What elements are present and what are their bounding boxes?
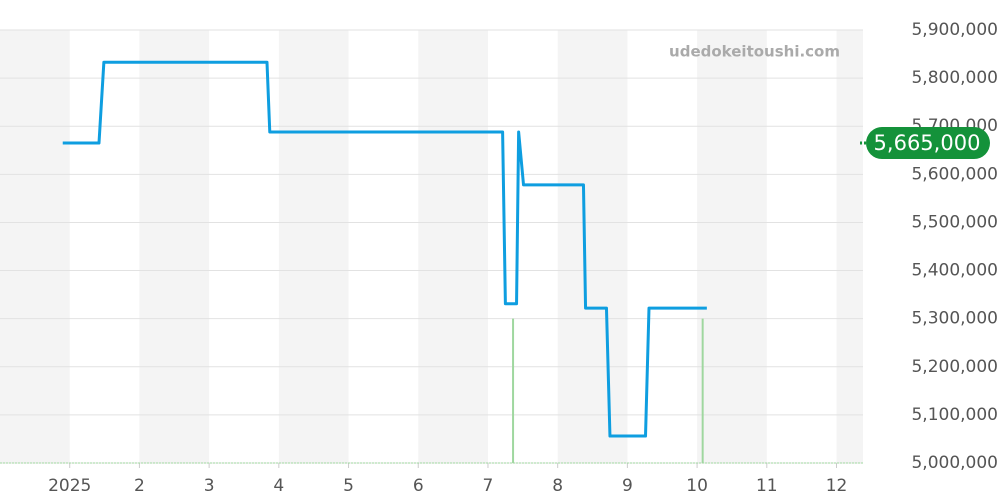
column-shade xyxy=(557,30,628,463)
y-tick-label: 5,400,000 xyxy=(911,261,998,281)
x-tick-label: 5 xyxy=(343,476,354,496)
x-tick-label: 7 xyxy=(483,476,494,496)
y-tick-label: 5,800,000 xyxy=(911,68,998,88)
x-tick-label: 10 xyxy=(686,476,708,496)
y-tick-label: 5,000,000 xyxy=(911,453,998,473)
x-tick-label: 6 xyxy=(413,476,424,496)
y-tick-label: 5,600,000 xyxy=(911,164,998,184)
y-tick-label: 5,300,000 xyxy=(911,309,998,329)
x-tick-label: 11 xyxy=(756,476,778,496)
x-tick-label: 2025 xyxy=(48,476,91,496)
column-shade xyxy=(418,30,488,463)
price-line xyxy=(62,60,707,438)
watermark: udedokeitoushi.com xyxy=(669,43,840,61)
y-tick-label: 5,100,000 xyxy=(911,405,998,425)
x-tick-label: 4 xyxy=(273,476,284,496)
x-tick-label: 8 xyxy=(552,476,563,496)
x-tick-label: 12 xyxy=(826,476,848,496)
x-tick-label: 2 xyxy=(134,476,145,496)
column-shade xyxy=(836,30,863,463)
column-shade xyxy=(139,30,210,463)
column-shade xyxy=(0,30,70,463)
column-shade xyxy=(278,30,349,463)
current-price-label: 5,665,000 xyxy=(874,131,981,155)
column-shade xyxy=(697,30,767,463)
x-tick-label: 3 xyxy=(204,476,215,496)
y-tick-label: 5,500,000 xyxy=(911,212,998,232)
y-tick-label: 5,900,000 xyxy=(911,20,998,40)
current-price-badge xyxy=(866,127,990,160)
x-tick-label: 9 xyxy=(622,476,633,496)
y-tick-label: 5,200,000 xyxy=(911,357,998,377)
